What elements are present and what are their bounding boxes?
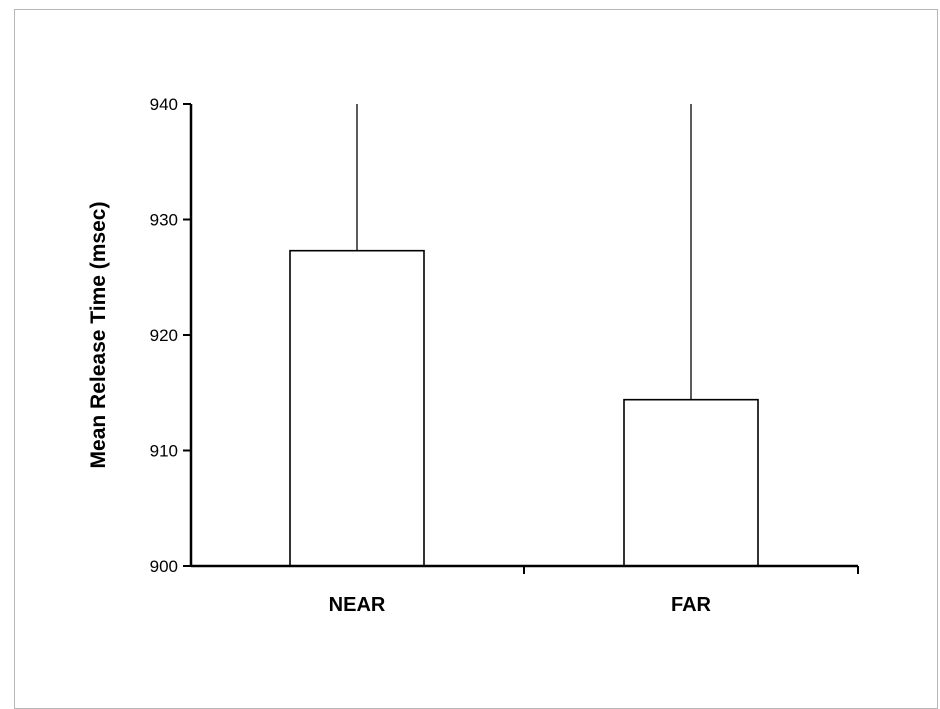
x-tick-label-near: NEAR xyxy=(329,594,386,616)
bar-near xyxy=(289,249,425,567)
y-tick-label-910: 910 xyxy=(150,442,178,461)
plot-area: NEAR FAR 900 910 920 930 940 xyxy=(150,95,859,616)
y-tick-label-930: 930 xyxy=(150,211,178,230)
x-tick-label-far: FAR xyxy=(671,594,712,616)
y-tick-label-900: 900 xyxy=(150,557,178,576)
y-tick-label-920: 920 xyxy=(150,326,178,345)
y-axis-title: Mean Release Time (msec) xyxy=(87,202,110,469)
bar-far xyxy=(623,398,759,567)
y-tick-label-940: 940 xyxy=(150,95,178,114)
